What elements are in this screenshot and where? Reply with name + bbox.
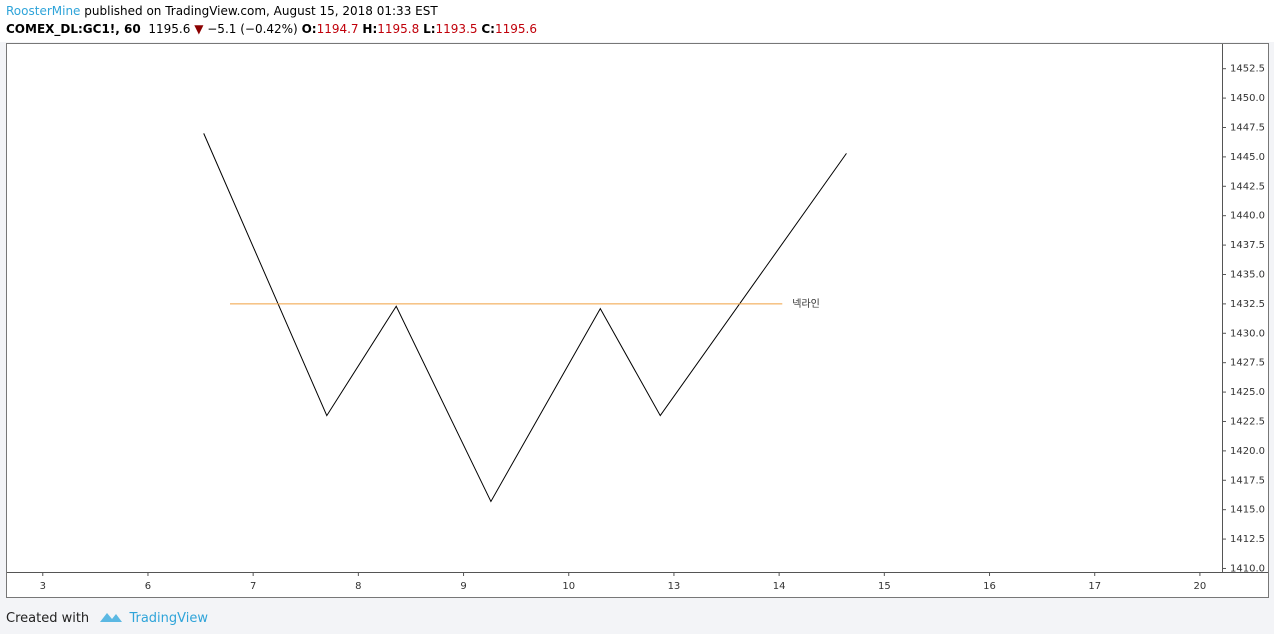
arrow: ▼ xyxy=(194,22,204,36)
footer: Created with TradingView xyxy=(6,608,208,626)
logo xyxy=(100,613,123,622)
y-tick-label: 1445.0 xyxy=(1230,152,1265,163)
x-tick-label: 15 xyxy=(878,581,891,592)
y-tick-label: 1432.5 xyxy=(1230,299,1265,310)
y-tick-label: 1450.0 xyxy=(1230,93,1265,104)
x-tick-label: 8 xyxy=(355,581,361,592)
x-tick-label: 20 xyxy=(1194,581,1207,592)
y-tick-label: 1430.0 xyxy=(1230,328,1265,339)
x-tick-label: 17 xyxy=(1088,581,1101,592)
change: −5.1 (−0.42%) xyxy=(207,22,298,36)
y-tick-label: 1440.0 xyxy=(1230,211,1265,222)
c-label: C: xyxy=(481,22,495,36)
x-tick-label: 16 xyxy=(983,581,996,592)
neckline-label: 넥라인 xyxy=(792,298,820,310)
x-tick-label: 13 xyxy=(668,581,681,592)
y-tick-label: 1447.5 xyxy=(1230,122,1265,133)
y-tick-label: 1425.0 xyxy=(1230,387,1265,398)
l-label: L: xyxy=(423,22,436,36)
y-tick-label: 1437.5 xyxy=(1230,240,1265,251)
y-tick-label: 1412.5 xyxy=(1230,534,1265,545)
x-tick-label: 10 xyxy=(562,581,575,592)
open: 1194.7 xyxy=(316,22,359,36)
chart: 1410.0 1412.5 1415.0 1417.5 1420.0 1422.5 1425… xyxy=(6,43,1269,598)
y-tick-label: 1415.0 xyxy=(1230,505,1265,516)
author[interactable]: RoosterMine xyxy=(6,4,81,18)
low: 1193.5 xyxy=(435,22,478,36)
header: RoosterMine published on TradingView.com… xyxy=(0,0,1274,42)
x-tick-label: 14 xyxy=(773,581,786,592)
brand[interactable]: TradingView xyxy=(129,611,208,626)
symbol: COMEX_DL:GC1!, 60 xyxy=(6,22,141,36)
x-tick-label: 9 xyxy=(460,581,466,592)
high: 1195.8 xyxy=(377,22,420,36)
x-tick-label: 7 xyxy=(250,581,256,592)
symbol-line: COMEX_DL:GC1!, 60 1195.6 ▼ −5.1 (−0.42%)… xyxy=(6,22,537,36)
y-tick-label: 1427.5 xyxy=(1230,358,1265,369)
h-label: H: xyxy=(362,22,378,36)
o-label: O: xyxy=(301,22,317,36)
close: 1195.6 xyxy=(494,22,537,36)
chart-frame xyxy=(6,43,1269,598)
publish-line: RoosterMine published on TradingView.com… xyxy=(6,4,438,18)
y-tick-label: 1417.5 xyxy=(1230,475,1265,486)
x-tick-label: 6 xyxy=(145,581,151,592)
x-tick-label: 3 xyxy=(40,581,46,592)
last: 1195.6 xyxy=(148,22,191,36)
created-with: Created with xyxy=(6,611,90,626)
published: published on TradingView.com, August 15,… xyxy=(84,4,438,18)
y-tick-label: 1422.5 xyxy=(1230,416,1265,427)
price-line xyxy=(203,133,847,503)
y-tick-label: 1420.0 xyxy=(1230,446,1265,457)
y-tick-label: 1452.5 xyxy=(1230,64,1265,75)
y-tick-label: 1442.5 xyxy=(1230,181,1265,192)
y-tick-label: 1435.0 xyxy=(1230,269,1265,280)
y-tick-label: 1410.0 xyxy=(1230,563,1265,574)
